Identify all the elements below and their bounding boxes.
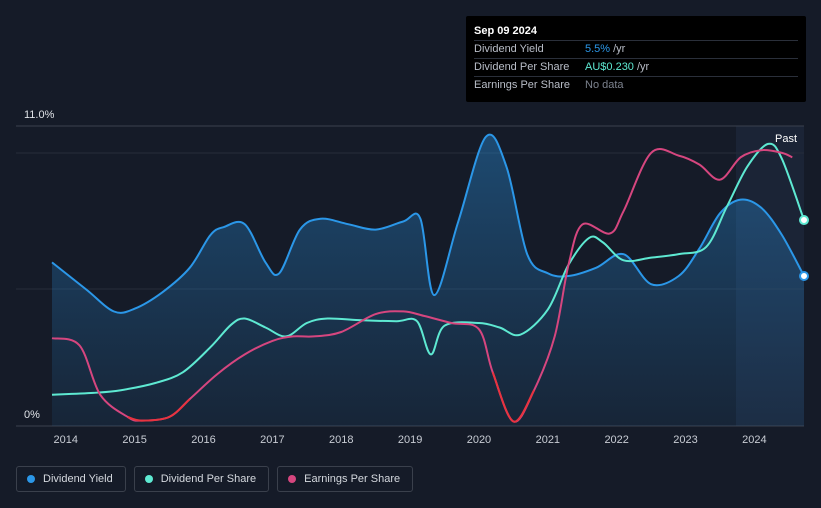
chart: 11.0% 0% Past 2014 2015 2016 2017 2018 2019 20…	[16, 109, 809, 446]
tooltip-label: Dividend Per Share	[474, 61, 570, 73]
chart-legend: Dividend Yield Dividend Per Share Earnin…	[16, 466, 414, 492]
legend-item-earnings-per-share[interactable]: Earnings Per Share	[277, 466, 414, 492]
y-axis-top-label: 11.0%	[24, 109, 55, 121]
x-tick-label: 2021	[536, 434, 560, 446]
tooltip-value: 5.5%	[585, 43, 611, 55]
x-tick-label: 2023	[673, 434, 697, 446]
past-label: Past	[775, 133, 797, 145]
legend-dot-icon	[27, 475, 35, 483]
x-tick-label: 2020	[467, 434, 491, 446]
legend-label: Earnings Per Share	[304, 473, 401, 485]
tooltip-label: Earnings Per Share	[474, 79, 570, 91]
dividend-yield-area	[52, 134, 804, 426]
tooltip-row-earnings-per-share: Earnings Per Share No data	[474, 76, 798, 94]
legend-dot-icon	[288, 475, 297, 483]
x-tick-label: 2022	[604, 434, 628, 446]
eps-decline-segment	[491, 371, 535, 423]
tooltip-row-dividend-per-share: Dividend Per Share AU$0.230/yr	[474, 58, 798, 76]
dividend-yield-line	[51, 133, 805, 314]
x-tick-label: 2015	[122, 434, 146, 446]
x-tick-label: 2019	[398, 434, 422, 446]
tooltip-label: Dividend Yield	[474, 43, 544, 55]
x-tick-label: 2018	[329, 434, 353, 446]
x-tick-label: 2014	[54, 434, 78, 446]
tooltip-row-dividend-yield: Dividend Yield 5.5%/yr	[474, 40, 798, 58]
legend-item-dividend-per-share[interactable]: Dividend Per Share	[133, 466, 270, 492]
tooltip-value: AU$0.230	[585, 61, 634, 73]
legend-label: Dividend Yield	[43, 473, 113, 485]
eps-decline-segment	[127, 398, 191, 422]
hover-tooltip: Sep 09 2024 Dividend Yield 5.5%/yr Divid…	[466, 16, 806, 102]
tooltip-value: No data	[585, 79, 624, 91]
legend-label: Dividend Per Share	[160, 473, 257, 485]
tooltip-unit: /yr	[636, 61, 650, 73]
y-axis-bottom-label: 0%	[24, 409, 40, 421]
legend-dot-icon	[144, 475, 153, 483]
x-tick-label: 2016	[191, 434, 215, 446]
dividend-yield-end-marker	[799, 271, 809, 281]
x-axis-ticks: 2014 2015 2016 2017 2018 2019 2020 2021 2022 2023…	[54, 434, 767, 446]
tooltip-unit: /yr	[613, 43, 626, 55]
legend-item-dividend-yield[interactable]: Dividend Yield	[16, 466, 126, 492]
tooltip-date: Sep 09 2024	[474, 25, 537, 37]
x-tick-label: 2024	[742, 434, 766, 446]
dividend-per-share-end-marker	[799, 215, 809, 226]
series-lines	[51, 133, 805, 423]
end-markers	[799, 215, 809, 281]
dividend-per-share-line	[51, 142, 805, 396]
x-tick-label: 2017	[260, 434, 284, 446]
